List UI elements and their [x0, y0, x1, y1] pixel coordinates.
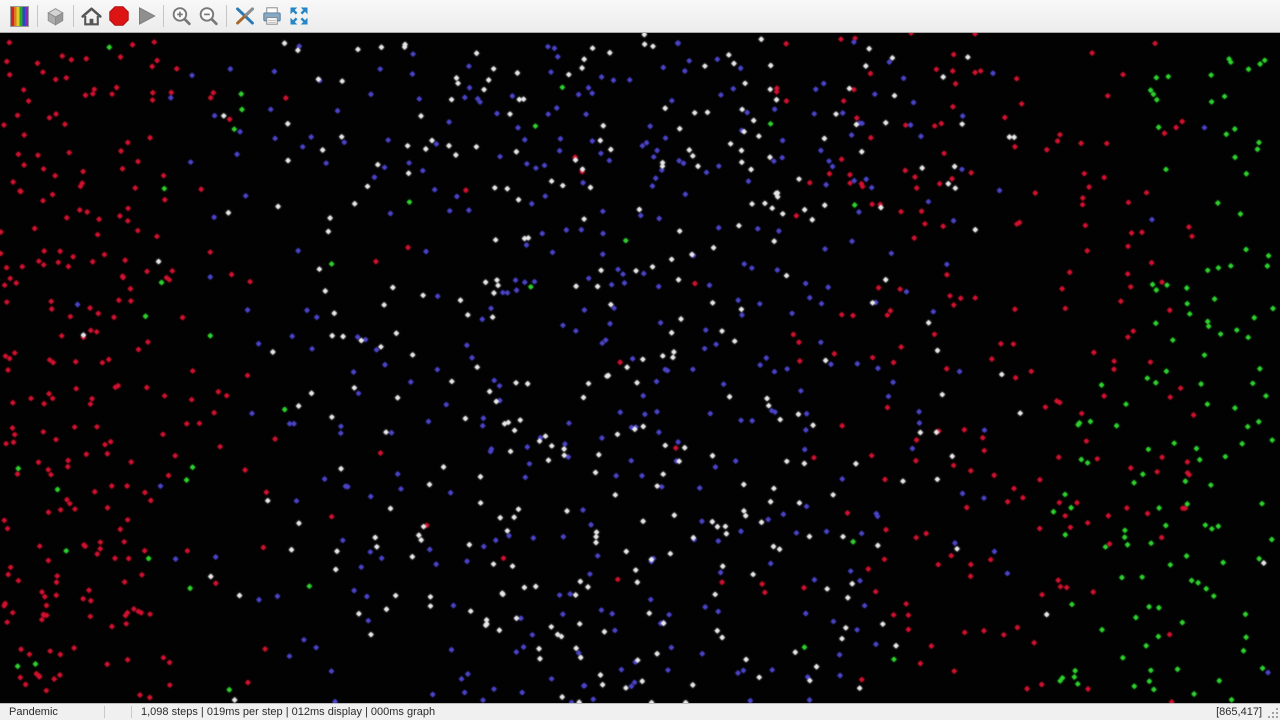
model-name: Pandemic [9, 706, 58, 718]
rainbow-palette-button[interactable] [6, 3, 33, 30]
statusbar-divider [131, 706, 132, 718]
statusbar: Pandemic 1,098 steps | 019ms per step | … [0, 703, 1280, 720]
toolbar-separator [37, 5, 38, 27]
magnifier-plus-icon [172, 6, 191, 25]
printer-icon [262, 7, 281, 25]
crossed-tools-icon [235, 7, 254, 25]
toolbar-separator [163, 5, 164, 27]
simulation-display[interactable] [0, 33, 1280, 703]
step-stats: 1,098 steps | 019ms per step | 012ms dis… [141, 706, 436, 718]
tools-button[interactable] [231, 3, 258, 30]
stop-octagon-icon [108, 6, 129, 26]
toolbar-separator [73, 5, 74, 27]
cursor-coordinates: [865,417] [1216, 706, 1262, 718]
statusbar-divider [104, 706, 105, 718]
resize-grip-icon [1268, 708, 1278, 718]
expand-arrows-icon [289, 7, 308, 25]
play-triangle-icon [138, 7, 156, 25]
rainbow-palette-icon [10, 5, 29, 27]
simulation-canvas[interactable] [0, 33, 1280, 703]
zoom-out-button[interactable] [195, 3, 222, 30]
expand-button[interactable] [285, 3, 312, 30]
toolbar-separator [226, 5, 227, 27]
print-button[interactable] [258, 3, 285, 30]
stop-button[interactable] [105, 3, 132, 30]
zoom-in-button[interactable] [168, 3, 195, 30]
home-icon [81, 6, 102, 25]
cube-button[interactable] [42, 3, 69, 30]
magnifier-minus-icon [199, 6, 218, 25]
statusbar-spacer [105, 704, 131, 720]
play-button[interactable] [132, 3, 159, 30]
cube-icon [47, 7, 64, 26]
resize-grip[interactable] [1266, 704, 1280, 720]
toolbar [0, 0, 1280, 33]
home-button[interactable] [78, 3, 105, 30]
